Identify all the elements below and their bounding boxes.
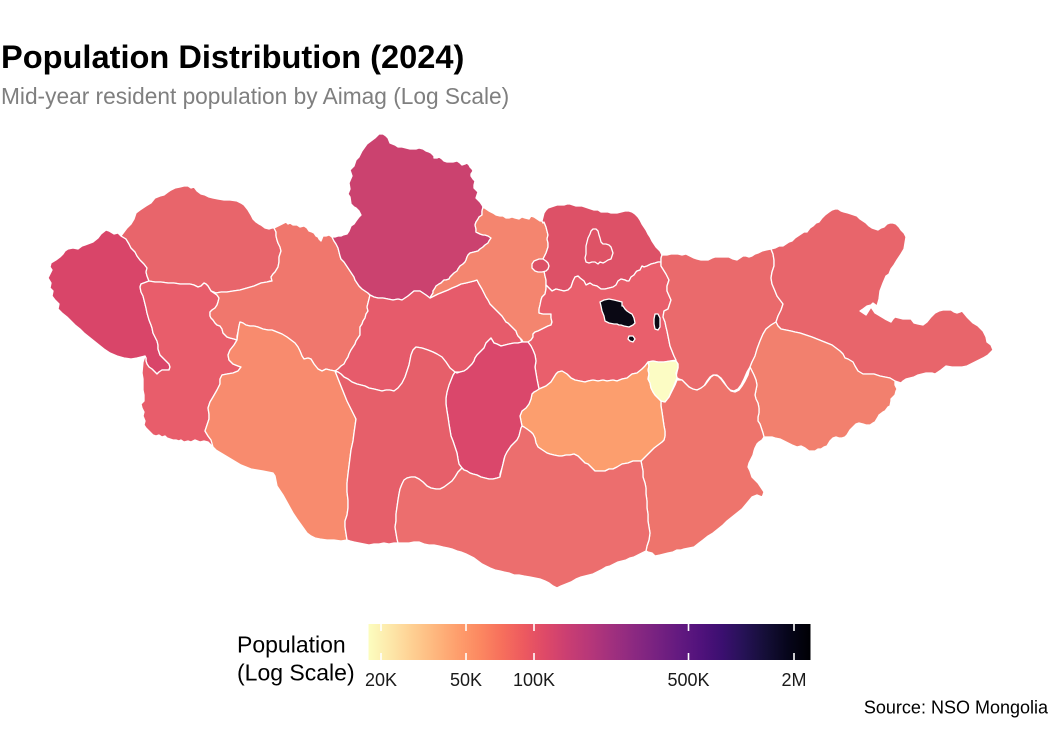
svg-text:100K: 100K xyxy=(513,670,555,690)
svg-text:Population Distribution (2024): Population Distribution (2024) xyxy=(1,38,464,75)
svg-text:50K: 50K xyxy=(450,670,482,690)
svg-text:(Log Scale): (Log Scale) xyxy=(237,660,355,686)
svg-text:Source: NSO Mongolia: Source: NSO Mongolia xyxy=(864,698,1049,718)
svg-text:20K: 20K xyxy=(365,670,397,690)
svg-text:500K: 500K xyxy=(667,670,709,690)
svg-text:2M: 2M xyxy=(781,670,806,690)
svg-text:Mid-year resident population b: Mid-year resident population by Aimag (L… xyxy=(1,83,509,109)
svg-text:Population: Population xyxy=(237,632,346,658)
